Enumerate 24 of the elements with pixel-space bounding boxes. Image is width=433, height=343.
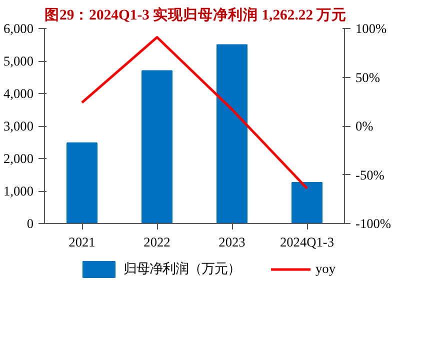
y-tick-label: 3,000 — [4, 118, 34, 134]
x-tick-label: 2024Q1-3 — [280, 234, 334, 250]
y-tick-label: 4,000 — [4, 86, 34, 101]
y2-tick-label: 50% — [356, 70, 380, 85]
y-tick-label: 6,000 — [4, 21, 34, 36]
y-tick-label: 1,000 — [4, 184, 34, 198]
x-tick-label: 2022 — [144, 234, 170, 250]
y2-tick-label: -100% — [356, 216, 392, 231]
y2-tick-label: -50% — [356, 167, 384, 182]
y2-tick-label: 0% — [356, 118, 374, 134]
y-tick-label: 2,000 — [4, 151, 34, 166]
x-tick-label: 2021 — [68, 234, 96, 250]
bar — [292, 182, 322, 224]
y-tick-label: 0 — [26, 216, 34, 231]
y-tick-label: 5,000 — [4, 54, 34, 68]
bar — [66, 142, 98, 224]
line-series — [80, 36, 308, 190]
legend-label: yoy — [316, 261, 336, 277]
legend-label: 归母净利润（万元） — [124, 260, 240, 278]
bar — [142, 70, 172, 224]
chart-title: 图29：2024Q1-3 实现归母净利润 1,262.22 万元 — [44, 6, 347, 24]
x-tick-label: 2023 — [218, 234, 246, 250]
bar — [216, 44, 248, 224]
y2-tick-label: 100% — [356, 21, 387, 36]
